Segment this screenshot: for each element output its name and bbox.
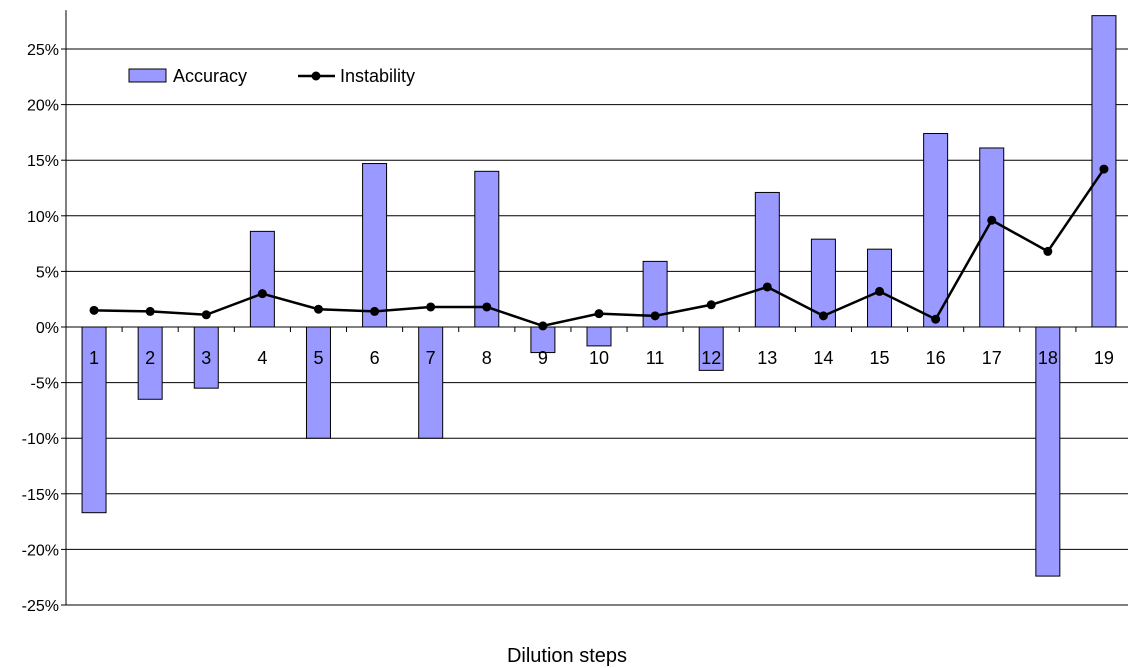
instability-point xyxy=(818,311,828,321)
accuracy-bar xyxy=(698,326,724,371)
y-axis-tick-labels: -25% -20% -15% -10% -5% 0% 5% 10% 15% 20% 25% xyxy=(22,42,59,615)
x-tick-label: 5 xyxy=(313,348,323,368)
instability-point xyxy=(931,314,941,324)
accuracy-bar xyxy=(530,326,556,354)
accuracy-bar xyxy=(249,230,275,328)
accuracy-bar xyxy=(923,133,949,328)
x-tick-label: 10 xyxy=(589,348,609,368)
legend-instability-label: Instability xyxy=(340,66,415,86)
accuracy-bar xyxy=(137,326,163,400)
accuracy-bars xyxy=(81,15,1117,577)
x-tick-label: 3 xyxy=(201,348,211,368)
instability-point xyxy=(594,309,604,319)
instability-point xyxy=(426,302,436,312)
x-tick-label: 4 xyxy=(257,348,267,368)
legend: Accuracy Instability xyxy=(128,66,415,86)
x-tick-label: 2 xyxy=(145,348,155,368)
y-tick-label: 0% xyxy=(36,320,59,337)
x-axis-category-labels: 1 2 3 4 5 6 7 8 9 10 11 12 13 14 15 16 17 18 19 xyxy=(89,348,1114,368)
instability-point xyxy=(706,300,716,310)
y-tick-label: -20% xyxy=(22,542,59,559)
x-tick-label: 9 xyxy=(538,348,548,368)
accuracy-bar xyxy=(362,163,388,328)
x-tick-label: 11 xyxy=(646,348,665,368)
instability-point xyxy=(370,306,380,316)
x-tick-label: 16 xyxy=(926,348,946,368)
legend-accuracy-swatch xyxy=(128,68,167,83)
x-tick-label: 13 xyxy=(757,348,777,368)
instability-point xyxy=(145,306,155,316)
y-tick-label: 15% xyxy=(27,153,59,170)
legend-instability-marker xyxy=(311,71,321,81)
accuracy-bar xyxy=(586,326,612,347)
accuracy-bar xyxy=(418,326,444,439)
instability-point xyxy=(257,289,267,299)
instability-point xyxy=(313,304,323,314)
instability-point xyxy=(1043,246,1053,256)
x-tick-label: 17 xyxy=(982,348,1002,368)
instability-line xyxy=(94,168,1105,328)
instability-point xyxy=(762,282,772,292)
accuracy-bar xyxy=(474,170,500,328)
x-tick-label: 8 xyxy=(482,348,492,368)
x-tick-label: 7 xyxy=(426,348,436,368)
instability-point xyxy=(538,321,548,331)
x-tick-label: 1 xyxy=(89,348,99,368)
instability-point xyxy=(1099,164,1109,174)
y-tick-label: 25% xyxy=(27,42,59,59)
y-tick-label: 20% xyxy=(27,98,59,115)
x-tick-label: 12 xyxy=(701,348,721,368)
accuracy-bar xyxy=(754,191,780,328)
x-tick-label: 18 xyxy=(1038,348,1058,368)
y-tick-label: -5% xyxy=(31,376,59,393)
x-tick-label: 14 xyxy=(813,348,833,368)
instability-point xyxy=(650,311,660,321)
instability-point xyxy=(482,302,492,312)
instability-point xyxy=(987,215,997,225)
y-tick-label: -10% xyxy=(22,431,59,448)
instability-point xyxy=(875,286,885,296)
x-tick-label: 15 xyxy=(870,348,890,368)
x-axis-title: Dilution steps xyxy=(507,645,627,667)
y-tick-label: -25% xyxy=(22,598,59,615)
axes xyxy=(65,10,1128,605)
grid-lines xyxy=(61,48,1128,606)
y-tick-label: 5% xyxy=(36,264,59,281)
legend-accuracy-label: Accuracy xyxy=(173,66,247,86)
instability-point xyxy=(201,310,211,320)
x-tick-label: 6 xyxy=(370,348,380,368)
instability-point xyxy=(89,305,99,315)
x-tick-label: 19 xyxy=(1094,348,1114,368)
y-tick-label: -15% xyxy=(22,487,59,504)
accuracy-bar xyxy=(305,326,331,439)
y-tick-label: 10% xyxy=(27,209,59,226)
instability-line-series xyxy=(89,164,1109,331)
